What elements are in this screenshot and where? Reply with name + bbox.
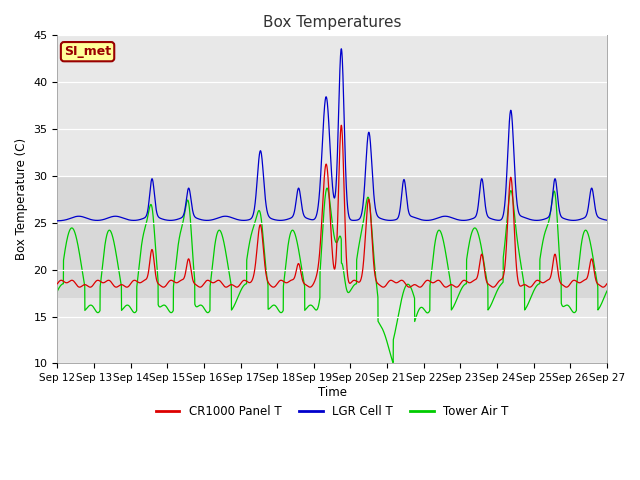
X-axis label: Time: Time	[317, 386, 347, 399]
Title: Box Temperatures: Box Temperatures	[263, 15, 401, 30]
Y-axis label: Box Temperature (C): Box Temperature (C)	[15, 138, 28, 261]
Legend: CR1000 Panel T, LGR Cell T, Tower Air T: CR1000 Panel T, LGR Cell T, Tower Air T	[151, 401, 513, 423]
Bar	[58, 176, 607, 298]
Text: SI_met: SI_met	[64, 45, 111, 58]
